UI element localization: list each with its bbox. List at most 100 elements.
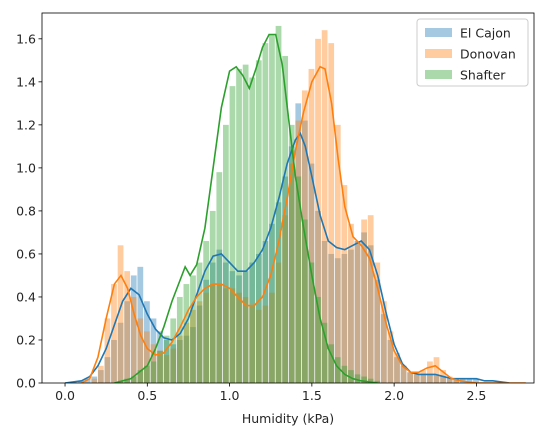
el-cajon-bar	[354, 241, 361, 383]
el-cajon-bar	[176, 339, 183, 383]
el-cajon-bar	[144, 301, 150, 383]
y-tick-label: 0.2	[16, 332, 36, 347]
donovan-bar	[433, 357, 440, 383]
donovan-bar	[130, 296, 137, 383]
donovan-bar	[328, 43, 335, 383]
y-tick-label: 0.4	[16, 289, 36, 304]
el-cajon-bar	[282, 176, 288, 383]
y-tick-label: 1.6	[16, 31, 36, 46]
donovan-bar	[91, 378, 98, 383]
el-cajon-bar	[157, 331, 163, 383]
x-tick-label: 1.0	[220, 388, 240, 403]
el-cajon-bar	[78, 380, 84, 383]
shafter-bar	[163, 335, 170, 383]
donovan-bar	[223, 288, 229, 383]
shafter-bar	[176, 296, 183, 383]
donovan-bar	[348, 223, 354, 383]
el-cajon-bar	[91, 376, 98, 383]
legend-swatch-shafter	[425, 70, 452, 79]
shafter-bar	[144, 365, 150, 383]
shafter-bar	[124, 378, 131, 383]
shafter-bar	[255, 60, 262, 383]
legend-box	[416, 18, 529, 87]
x-tick-label: 2.5	[466, 388, 486, 403]
donovan-bar	[104, 318, 111, 383]
donovan-bar	[163, 355, 170, 383]
donovan-bar	[275, 262, 282, 383]
x-tick-label: 0.5	[137, 388, 157, 403]
y-tick-label: 1.2	[16, 117, 36, 132]
donovan-bar	[282, 215, 288, 383]
donovan-bar	[295, 120, 302, 383]
el-cajon-bar	[367, 245, 374, 383]
donovan-bar	[413, 372, 420, 383]
el-cajon-bar	[387, 339, 394, 383]
shafter-bar	[223, 124, 229, 383]
shafter-bar	[334, 357, 341, 383]
el-cajon-bar	[124, 301, 131, 383]
donovan-bar	[176, 335, 183, 383]
shafter-bar	[137, 370, 144, 383]
shafter-bar	[361, 376, 367, 383]
el-cajon-bar	[420, 374, 427, 383]
el-cajon-bar	[242, 271, 249, 383]
shafter-bar	[295, 176, 302, 383]
el-cajon-bar	[315, 210, 321, 383]
shafter-bar	[354, 374, 361, 383]
donovan-bar	[170, 348, 177, 383]
donovan-bar	[190, 309, 196, 383]
donovan-bar	[269, 292, 275, 383]
donovan-bar	[453, 378, 460, 383]
shafter-bar	[301, 219, 308, 383]
shafter-bar	[236, 68, 242, 383]
donovan-bar	[341, 185, 348, 383]
y-tick-label: 1.0	[16, 160, 36, 175]
histogram-layer	[78, 25, 479, 383]
donovan-bar	[361, 219, 367, 383]
shafter-bar	[275, 25, 282, 383]
shafter-bar	[269, 34, 275, 383]
donovan-bar	[400, 365, 407, 383]
shafter-bar	[183, 284, 190, 383]
donovan-bar	[203, 292, 210, 383]
donovan-kde-line	[81, 65, 526, 383]
shafter-bar	[203, 241, 210, 383]
shafter-bar	[130, 376, 137, 383]
legend-label-donovan: Donovan	[460, 47, 516, 62]
el-cajon-bar	[295, 103, 302, 383]
el-cajon-bar	[163, 339, 170, 383]
donovan-bar	[209, 284, 216, 383]
y-tick-label: 1.4	[16, 74, 36, 89]
shafter-bar	[229, 86, 236, 383]
donovan-bar	[229, 288, 236, 383]
y-tick-label: 0.0	[16, 376, 36, 391]
el-cajon-bar	[374, 279, 381, 383]
el-cajon-bar	[183, 335, 190, 383]
donovan-bar	[288, 163, 295, 383]
shafter-bar	[249, 77, 256, 383]
el-cajon-bar	[288, 146, 295, 383]
shafter-kde-line	[114, 33, 378, 383]
donovan-bar	[427, 361, 433, 383]
el-cajon-bar	[216, 249, 223, 383]
donovan-bar	[236, 292, 242, 383]
shafter-bar	[190, 275, 196, 383]
el-cajon-bar	[190, 327, 196, 383]
x-tick-label: 0.0	[55, 388, 75, 403]
el-cajon-bar	[466, 378, 473, 383]
el-cajon-bar	[348, 249, 354, 383]
y-tick-label: 0.6	[16, 246, 36, 261]
el-cajon-bar	[433, 374, 440, 383]
donovan-bar	[137, 318, 144, 383]
el-cajon-bar	[236, 275, 242, 383]
axes-frame	[41, 12, 535, 384]
legend-swatch-el-cajon	[425, 28, 452, 37]
kde-layer	[64, 33, 526, 383]
el-cajon-bar	[137, 266, 144, 383]
legend: El Cajon Donovan Shafter	[416, 18, 529, 87]
shafter-bar	[242, 64, 249, 383]
shafter-bar	[216, 172, 223, 383]
legend-label-shafter: Shafter	[460, 68, 506, 83]
shafter-bar	[328, 344, 335, 383]
shafter-histogram	[117, 25, 381, 383]
